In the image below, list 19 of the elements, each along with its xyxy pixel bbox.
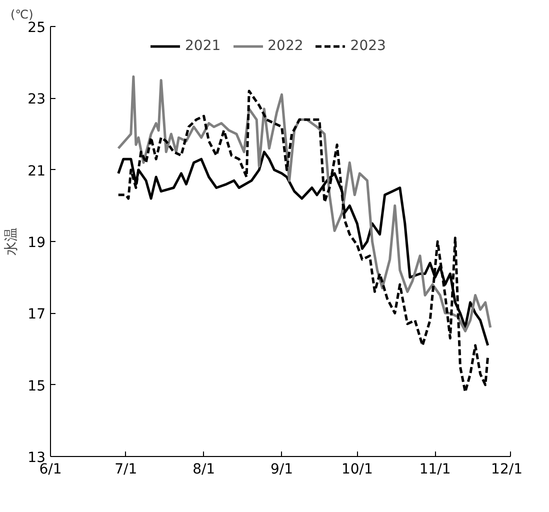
x-tick-label: 12/1 xyxy=(491,462,523,478)
y-tick-label: 23 xyxy=(28,92,46,108)
line-series xyxy=(117,90,490,394)
x-tick-label: 10/1 xyxy=(341,462,373,478)
y-axis-title: 水温 xyxy=(4,228,20,256)
x-tick-label: 9/1 xyxy=(270,462,294,478)
y-tick-label: 21 xyxy=(28,163,46,180)
x-tick-label: 11/1 xyxy=(419,462,451,478)
legend-label: 2022 xyxy=(268,38,304,54)
y-tick-label: 25 xyxy=(28,20,46,36)
y-tick-label: 17 xyxy=(28,306,46,323)
x-tick-label: 8/1 xyxy=(192,462,216,478)
y-tick-label: 19 xyxy=(28,235,46,251)
text: (℃) xyxy=(10,8,34,22)
line-series xyxy=(117,75,492,332)
x-tick-label: 7/1 xyxy=(114,462,138,478)
legend-label: 2021 xyxy=(185,38,221,54)
legend-label: 2023 xyxy=(350,38,386,54)
y-tick-label: 15 xyxy=(28,378,46,394)
